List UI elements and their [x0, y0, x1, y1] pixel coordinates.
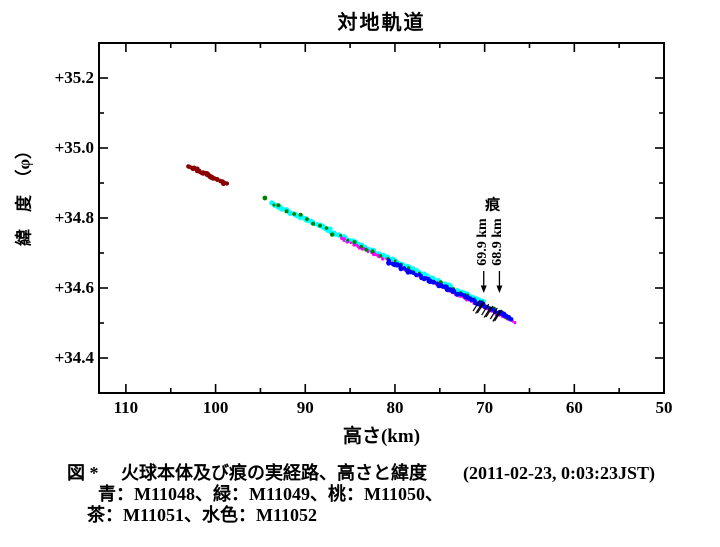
x-tick-label: 70 — [476, 398, 494, 417]
x-tick-label: 90 — [296, 398, 314, 417]
caption-title-text: 図 * 火球本体及び痕の実経路、高さと緯度 — [67, 463, 427, 483]
x-tick-label: 60 — [565, 398, 583, 417]
trail-annotation-label: 痕 — [485, 197, 501, 214]
caption-legend-line-1: 青：M11048、緑：M11049、桃：M11050、 — [98, 484, 443, 504]
x-tick-label: 50 — [655, 398, 673, 417]
x-tick-label: 80 — [386, 398, 404, 417]
y-tick-label: +34.6 — [54, 278, 94, 297]
series-M11049 — [262, 195, 510, 320]
x-tick-label: 110 — [113, 398, 139, 417]
trail-altitude-label-0: 69.9 km — [474, 218, 490, 266]
trail-hatch-marks — [472, 299, 503, 322]
trail-altitude-label-1: 68.9 km — [490, 218, 506, 266]
y-tick-label: +34.4 — [54, 348, 94, 367]
caption-line-1: 図 * 火球本体及び痕の実経路、高さと緯度 (2011-02-23, 0:03:2… — [67, 463, 655, 484]
series-M11051 — [186, 164, 230, 187]
plot-frame — [98, 42, 665, 394]
arrow-head — [496, 285, 503, 293]
series-M11048 — [386, 258, 514, 322]
chart-title: 対地軌道 — [337, 12, 426, 34]
x-tick-label: 100 — [202, 398, 229, 417]
caption-datetime: (2011-02-23, 0:03:23JST) — [463, 463, 655, 483]
y-tick-label: +35.2 — [54, 68, 94, 87]
x-axis-label: 高さ(km) — [342, 426, 421, 447]
annotation-arrows — [480, 271, 503, 293]
y-tick-label: +34.8 — [54, 208, 94, 227]
y-tick-label: +35.0 — [54, 138, 94, 157]
figure-caption: 図 * 火球本体及び痕の実経路、高さと緯度 (2011-02-23, 0:03:2… — [67, 463, 655, 526]
caption-legend-line-2: 茶：M11051、水色：M11052 — [87, 505, 317, 525]
arrow-head — [480, 285, 487, 293]
series-M11052 — [269, 200, 486, 305]
